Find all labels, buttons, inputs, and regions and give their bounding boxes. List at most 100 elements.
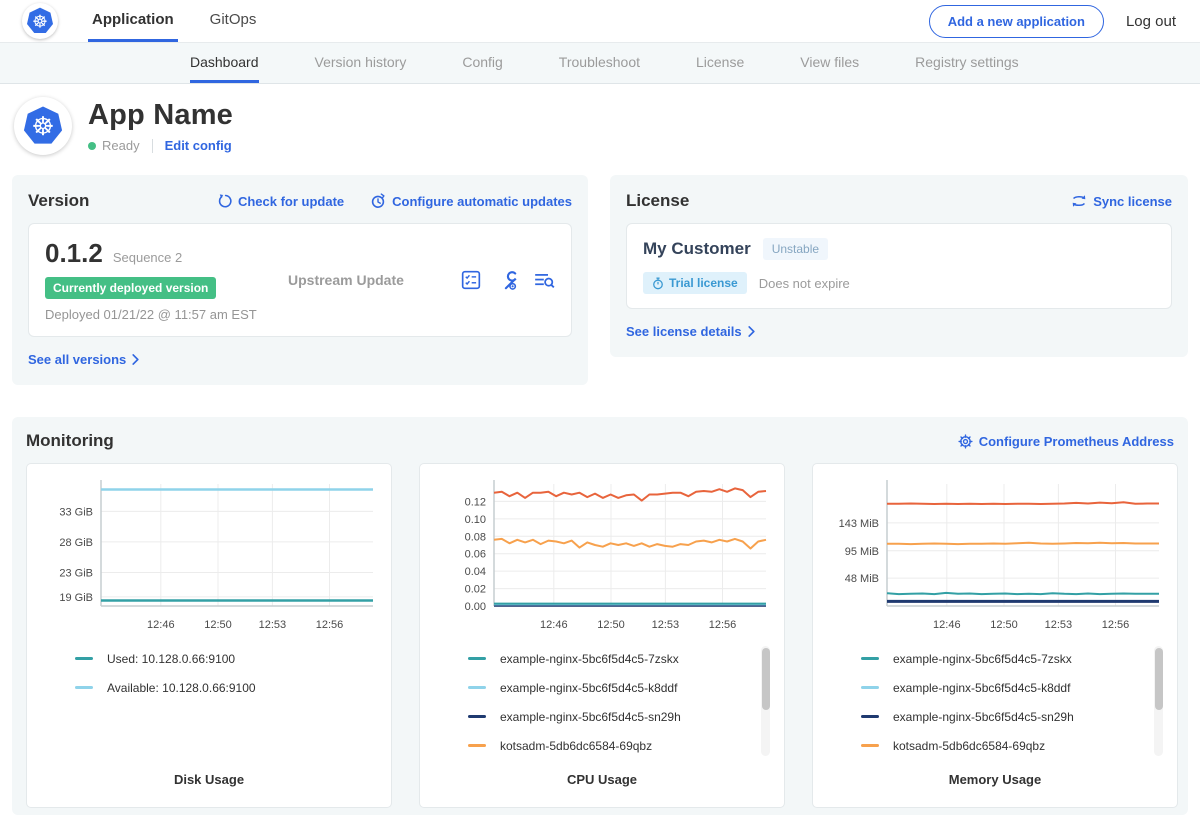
svg-text:12:46: 12:46 xyxy=(147,619,175,631)
chart-title: Disk Usage xyxy=(173,772,245,787)
tab-version-history[interactable]: Version history xyxy=(314,53,407,70)
legend-item: example-nginx-5bc6f5d4c5-k8ddf xyxy=(861,673,1165,702)
chart-title: Memory Usage xyxy=(948,772,1042,787)
sync-license-link[interactable]: Sync license xyxy=(1071,194,1172,209)
preflight-checks-icon[interactable] xyxy=(461,270,481,290)
config-wrench-icon[interactable] xyxy=(497,270,518,291)
check-for-update-label: Check for update xyxy=(237,193,345,209)
app-header: ☸ App Name Ready Edit config xyxy=(0,84,1200,169)
svg-text:0.08: 0.08 xyxy=(465,531,486,543)
legend-item: example-nginx-5bc6f5d4c5-7zskx xyxy=(468,644,772,673)
customer-name: My Customer xyxy=(643,239,751,258)
svg-text:12:53: 12:53 xyxy=(259,619,287,631)
legend-swatch xyxy=(861,715,879,718)
page-title: App Name xyxy=(88,99,234,131)
svg-text:48 MiB: 48 MiB xyxy=(845,573,879,585)
tab-troubleshoot[interactable]: Troubleshoot xyxy=(558,53,640,70)
logout-button[interactable]: Log out xyxy=(1125,12,1176,30)
svg-text:33 GiB: 33 GiB xyxy=(59,506,93,518)
status-badge: Ready xyxy=(102,138,140,153)
version-number: 0.1.2 xyxy=(45,238,103,268)
see-all-versions-label: See all versions xyxy=(28,352,127,367)
scrollbar-thumb[interactable] xyxy=(1154,648,1163,710)
legend-label: example-nginx-5bc6f5d4c5-sn29h xyxy=(500,709,681,724)
tab-registry-settings[interactable]: Registry settings xyxy=(915,53,1019,70)
legend-item: example-nginx-5bc6f5d4c5-7zskx xyxy=(861,644,1165,673)
svg-text:0.12: 0.12 xyxy=(465,496,486,508)
see-license-details-link[interactable]: See license details xyxy=(626,324,755,339)
app-sub-nav: Dashboard Version history Config Trouble… xyxy=(0,42,1200,84)
cpu-usage-chart: 12:46 12:50 12:53 12:56 0.12 0.10 0.08 0.06 0.04… xyxy=(465,480,767,631)
chart-title: CPU Usage xyxy=(566,772,638,787)
svg-text:12:46: 12:46 xyxy=(540,619,568,631)
svg-text:12:53: 12:53 xyxy=(1045,619,1073,631)
add-application-button[interactable]: Add a new application xyxy=(928,4,1104,38)
tab-dashboard[interactable]: Dashboard xyxy=(190,43,259,83)
legend-swatch xyxy=(468,657,486,660)
legend-label: kotsadm-5db6dc6584-69qbz xyxy=(500,738,653,753)
svg-text:12:50: 12:50 xyxy=(990,619,1018,631)
view-logs-icon[interactable] xyxy=(534,271,555,290)
monitoring-title: Monitoring xyxy=(26,431,114,450)
svg-text:0.00: 0.00 xyxy=(465,601,486,613)
see-license-details-label: See license details xyxy=(626,324,742,339)
refresh-icon xyxy=(218,193,232,208)
stopwatch-icon xyxy=(653,277,663,289)
legend-item: example-nginx-5bc6f5d4c5-sn29h xyxy=(861,702,1165,731)
memory-usage-legend: example-nginx-5bc6f5d4c5-7zskx example-ng… xyxy=(825,644,1165,762)
legend-swatch xyxy=(861,686,879,689)
see-all-versions-link[interactable]: See all versions xyxy=(28,352,139,367)
topnav-tab-application[interactable]: Application xyxy=(88,0,178,42)
sync-arrows-icon xyxy=(1072,195,1086,207)
legend-label: kotsadm-5db6dc6584-69qbz xyxy=(893,738,1046,753)
tab-config[interactable]: Config xyxy=(462,53,503,70)
legend-label: example-nginx-5bc6f5d4c5-7zskx xyxy=(893,651,1072,666)
configure-prometheus-label: Configure Prometheus Address xyxy=(978,433,1174,449)
legend-swatch xyxy=(468,715,486,718)
legend-item: kotsadm-5db6dc6584-69qbz xyxy=(861,731,1165,760)
memory-usage-chart: 12:46 12:50 12:53 12:56 143 MiB 95 MiB 48 MiB xyxy=(839,480,1159,631)
sequence-label: Sequence 2 xyxy=(112,250,183,265)
svg-text:12:50: 12:50 xyxy=(597,619,625,631)
deployed-timestamp: Deployed 01/21/22 @ 11:57 am EST xyxy=(45,307,257,322)
gear-icon xyxy=(958,433,973,449)
legend-label: example-nginx-5bc6f5d4c5-sn29h xyxy=(893,709,1074,724)
svg-text:12:56: 12:56 xyxy=(316,619,344,631)
legend-swatch xyxy=(861,744,879,747)
configure-prometheus-link[interactable]: Configure Prometheus Address xyxy=(958,434,1174,449)
legend-label: example-nginx-5bc6f5d4c5-k8ddf xyxy=(893,680,1071,695)
tab-license[interactable]: License xyxy=(696,53,745,70)
kubernetes-logo-icon: ☸ xyxy=(22,3,58,39)
check-for-update-link[interactable]: Check for update xyxy=(217,194,344,209)
legend-label: Used: 10.128.0.66:9100 xyxy=(107,651,236,666)
legend-label: example-nginx-5bc6f5d4c5-7zskx xyxy=(500,651,679,666)
app-logo-icon: ☸ xyxy=(14,97,72,155)
cpu-usage-legend: example-nginx-5bc6f5d4c5-7zskx example-ng… xyxy=(432,644,772,762)
scrollbar-thumb[interactable] xyxy=(761,648,770,710)
current-version-panel: 0.1.2 Sequence 2 Currently deployed vers… xyxy=(28,223,572,337)
topnav-tab-gitops[interactable]: GitOps xyxy=(206,0,261,42)
edit-config-link[interactable]: Edit config xyxy=(164,138,232,153)
legend-label: example-nginx-5bc6f5d4c5-k8ddf xyxy=(500,680,678,695)
svg-text:12:56: 12:56 xyxy=(709,619,737,631)
svg-text:143 MiB: 143 MiB xyxy=(839,518,879,530)
version-card: Version Check for update Configure xyxy=(12,175,588,385)
legend-swatch xyxy=(468,744,486,747)
svg-text:19 GiB: 19 GiB xyxy=(59,592,93,604)
svg-text:95 MiB: 95 MiB xyxy=(845,546,879,558)
tab-view-files[interactable]: View files xyxy=(800,53,860,70)
legend-item: example-nginx-5bc6f5d4c5-sn29h xyxy=(468,702,772,731)
legend-swatch xyxy=(861,657,879,660)
legend-swatch xyxy=(75,686,93,689)
svg-text:12:53: 12:53 xyxy=(652,619,680,631)
topnav-tab-application-label: Application xyxy=(92,11,174,28)
svg-text:0.06: 0.06 xyxy=(465,549,486,561)
legend-scrollbar xyxy=(1154,646,1163,756)
svg-text:0.04: 0.04 xyxy=(465,566,486,578)
legend-scrollbar xyxy=(761,646,770,756)
sync-license-label: Sync license xyxy=(1093,193,1172,209)
legend-swatch xyxy=(75,657,93,660)
configure-automatic-updates-link[interactable]: Configure automatic updates xyxy=(370,193,572,209)
svg-text:28 GiB: 28 GiB xyxy=(59,537,93,549)
